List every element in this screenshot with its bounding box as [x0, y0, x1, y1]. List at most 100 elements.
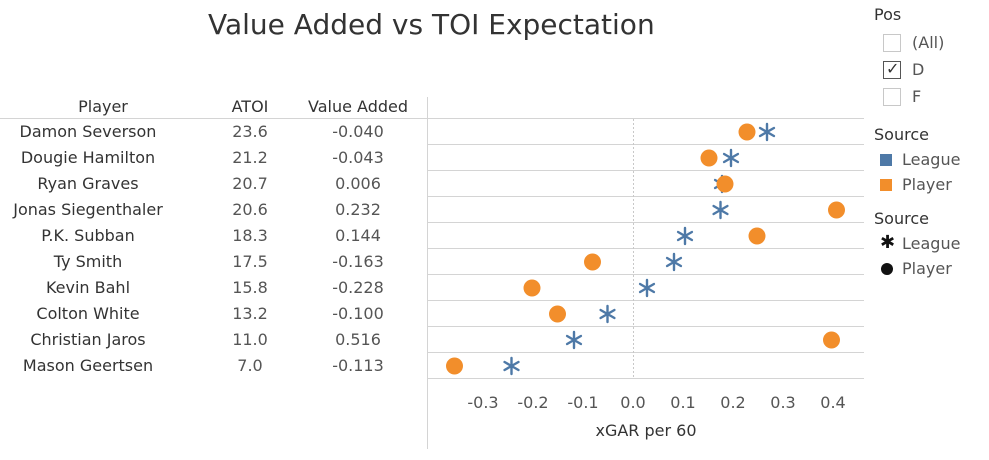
- table-row[interactable]: P.K. Subban 18.3 0.144: [0, 223, 427, 249]
- league-point-stroke: [599, 308, 616, 320]
- x-tick-label: 0.1: [670, 393, 695, 412]
- filter-option-label: F: [912, 87, 922, 106]
- table-row[interactable]: Christian Jaros 11.0 0.516: [0, 327, 427, 353]
- league-color-swatch: [880, 154, 892, 166]
- player-column-header[interactable]: Player: [78, 97, 128, 116]
- table-row[interactable]: Jonas Siegenthaler 20.6 0.232: [0, 197, 427, 223]
- league-point: [758, 122, 776, 142]
- player-name: Damon Severson: [19, 122, 157, 141]
- value-added-value: 0.144: [335, 226, 381, 245]
- player-point: [748, 227, 766, 245]
- shape-legend-title: Source: [874, 209, 929, 228]
- x-tick-label: 0.3: [770, 393, 795, 412]
- table-row[interactable]: Mason Geertsen 7.0 -0.113: [0, 353, 427, 379]
- checkbox-checked-icon[interactable]: ✓: [883, 59, 901, 79]
- player-name: P.K. Subban: [41, 226, 135, 245]
- x-tick-label: 0.4: [820, 393, 845, 412]
- value-added-value: -0.043: [332, 148, 384, 167]
- league-point: [638, 278, 656, 298]
- value-added-value: 0.232: [335, 200, 381, 219]
- player-name: Ryan Graves: [37, 174, 139, 193]
- atoi-value: 11.0: [232, 330, 268, 349]
- atoi-value: 20.6: [232, 200, 268, 219]
- player-point: [523, 279, 541, 297]
- player-point: [828, 201, 845, 219]
- table-row[interactable]: Dougie Hamilton 21.2 -0.043: [0, 145, 427, 171]
- asterisk-icon: ✱: [880, 232, 896, 253]
- circle-icon: [881, 263, 893, 275]
- table-row[interactable]: Ty Smith 17.5 -0.163: [0, 249, 427, 275]
- league-point: [599, 304, 616, 324]
- player-name: Mason Geertsen: [22, 356, 154, 375]
- table-row[interactable]: Kevin Bahl 15.8 -0.228: [0, 275, 427, 301]
- player-color-swatch: [880, 179, 892, 191]
- filter-option-label: (All): [912, 33, 945, 52]
- pos-filter-title: Pos: [874, 5, 902, 24]
- atoi-value: 20.7: [232, 174, 268, 193]
- scatter-plot: -0.3 -0.2 -0.1 0.0 0.1 0.2 0.3 0.4: [428, 119, 864, 412]
- value-added-value: -0.163: [332, 252, 384, 271]
- x-tick-label: -0.1: [567, 393, 598, 412]
- atoi-value: 13.2: [232, 304, 268, 323]
- x-axis-label: xGAR per 60: [595, 421, 697, 440]
- value-added-value: 0.006: [335, 174, 381, 193]
- x-tick-label: -0.3: [467, 393, 498, 412]
- player-point: [584, 253, 601, 271]
- atoi-value: 17.5: [232, 252, 268, 271]
- player-point: [700, 149, 718, 167]
- atoi-value: 7.0: [237, 356, 263, 375]
- legend-label: League: [902, 150, 961, 169]
- legend-label: League: [902, 234, 961, 253]
- league-point: [565, 330, 583, 350]
- value-added-value: -0.040: [332, 122, 384, 141]
- league-point-stroke: [758, 126, 776, 138]
- table-row[interactable]: Ryan Graves 20.7 0.006: [0, 171, 427, 197]
- checkmark-icon: ✓: [886, 59, 900, 78]
- atoi-column-header[interactable]: ATOI: [231, 97, 269, 116]
- player-point: [716, 175, 734, 193]
- league-point-stroke: [665, 256, 683, 268]
- x-tick-label: -0.2: [517, 393, 548, 412]
- league-point-stroke: [722, 152, 740, 164]
- league-point: [503, 356, 520, 376]
- value-added-value: 0.516: [335, 330, 381, 349]
- value-added-column-header[interactable]: Value Added: [308, 97, 408, 116]
- color-legend-title: Source: [874, 125, 929, 144]
- atoi-value: 21.2: [232, 148, 268, 167]
- checkbox-icon[interactable]: [883, 88, 901, 106]
- atoi-value: 18.3: [232, 226, 268, 245]
- player-point: [549, 305, 566, 323]
- player-name: Kevin Bahl: [45, 278, 131, 297]
- checkbox-icon[interactable]: [883, 34, 901, 52]
- table-row[interactable]: Colton White 13.2 -0.100: [0, 301, 427, 327]
- player-name: Jonas Siegenthaler: [13, 200, 163, 219]
- league-point-stroke: [638, 282, 656, 294]
- player-name: Christian Jaros: [30, 330, 146, 349]
- value-added-value: -0.228: [332, 278, 384, 297]
- player-name: Colton White: [36, 304, 140, 323]
- legend-label: Player: [902, 259, 952, 278]
- chart-title: Value Added vs TOI Expectation: [208, 8, 655, 41]
- league-point: [665, 252, 683, 272]
- x-tick-label: 0.0: [620, 393, 645, 412]
- legend-label: Player: [902, 175, 952, 194]
- league-point-stroke: [503, 360, 520, 372]
- atoi-value: 23.6: [232, 122, 268, 141]
- atoi-value: 15.8: [232, 278, 268, 297]
- value-added-value: -0.113: [332, 356, 384, 375]
- x-tick-label: 0.2: [720, 393, 745, 412]
- league-point: [676, 226, 694, 246]
- league-point: [722, 148, 740, 168]
- table-row[interactable]: Damon Severson 23.6 -0.040: [0, 119, 427, 145]
- league-point-stroke: [712, 204, 729, 216]
- league-point: [712, 200, 729, 220]
- player-name: Dougie Hamilton: [20, 148, 156, 167]
- pane-divider: [427, 97, 428, 449]
- player-point: [446, 357, 463, 375]
- league-point-stroke: [676, 230, 694, 242]
- player-point: [823, 331, 840, 349]
- value-added-value: -0.100: [332, 304, 384, 323]
- header-divider: [0, 118, 864, 119]
- player-name: Ty Smith: [53, 252, 123, 271]
- filter-option-label: D: [912, 60, 925, 79]
